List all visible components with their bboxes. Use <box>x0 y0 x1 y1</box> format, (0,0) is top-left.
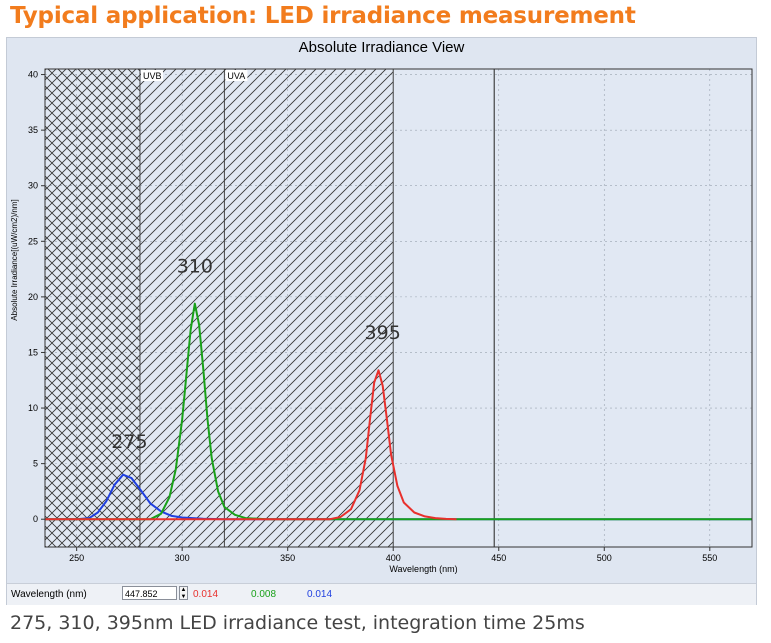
status-bar: Wavelength (nm) 447.852 ▲ ▼ 0.014 0.008 0… <box>7 583 756 605</box>
readout-green: 0.008 <box>251 589 277 600</box>
band-label-bg <box>225 70 248 81</box>
band-UVB <box>139 69 225 547</box>
y-tick-label: 5 <box>33 459 38 469</box>
page-title: Typical application: LED irradiance meas… <box>10 3 636 29</box>
readout-blue: 0.014 <box>307 589 333 600</box>
x-tick-label: 550 <box>702 553 717 563</box>
chart-panel: Absolute Irradiance View UVB UVA 275 310 395… <box>6 37 757 605</box>
y-tick-label: 10 <box>28 403 38 413</box>
y-tick-label: 35 <box>28 125 38 135</box>
y-axis-label: Absolute Irradiance[(uW/cm2)/nm] <box>10 199 19 320</box>
x-tick-label: 450 <box>491 553 506 563</box>
peak-label: 310 <box>177 255 213 277</box>
wavelength-input[interactable]: 447.852 <box>122 586 177 600</box>
band-label: UVB <box>143 71 162 81</box>
wavelength-label: Wavelength (nm) <box>11 589 87 600</box>
y-tick-label: 15 <box>28 347 38 357</box>
x-tick-label: 300 <box>175 553 190 563</box>
x-tick-label: 400 <box>386 553 401 563</box>
irradiance-chart[interactable]: UVB UVA 275 310 395 250 300 350 400 450 500 550 0 5 10… <box>7 38 756 583</box>
band-UVA <box>224 69 394 547</box>
figure-caption: 275, 310, 395nm LED irradiance test, int… <box>10 612 585 634</box>
band-label: UVA <box>227 71 245 81</box>
y-tick-label: 20 <box>28 292 38 302</box>
peak-label: 395 <box>365 322 401 344</box>
plot-frame <box>44 68 753 548</box>
x-tick-label: 500 <box>597 553 612 563</box>
x-axis-label: Wavelength (nm) <box>389 564 457 574</box>
peak-label: 275 <box>111 431 147 453</box>
y-tick-label: 0 <box>33 514 38 524</box>
band-label-bg <box>140 70 163 81</box>
chart-title: Absolute Irradiance View <box>298 39 465 56</box>
x-tick-label: 250 <box>69 553 84 563</box>
wavelength-spinner[interactable]: ▲ ▼ <box>179 586 188 600</box>
y-tick-label: 30 <box>28 181 38 191</box>
readout-red: 0.014 <box>193 589 219 600</box>
y-tick-label: 25 <box>28 236 38 246</box>
series-line-1 <box>45 302 752 521</box>
x-tick-label: 350 <box>280 553 295 563</box>
series-line-2 <box>45 369 457 521</box>
band-region <box>45 69 140 547</box>
y-tick-label: 40 <box>28 70 38 80</box>
